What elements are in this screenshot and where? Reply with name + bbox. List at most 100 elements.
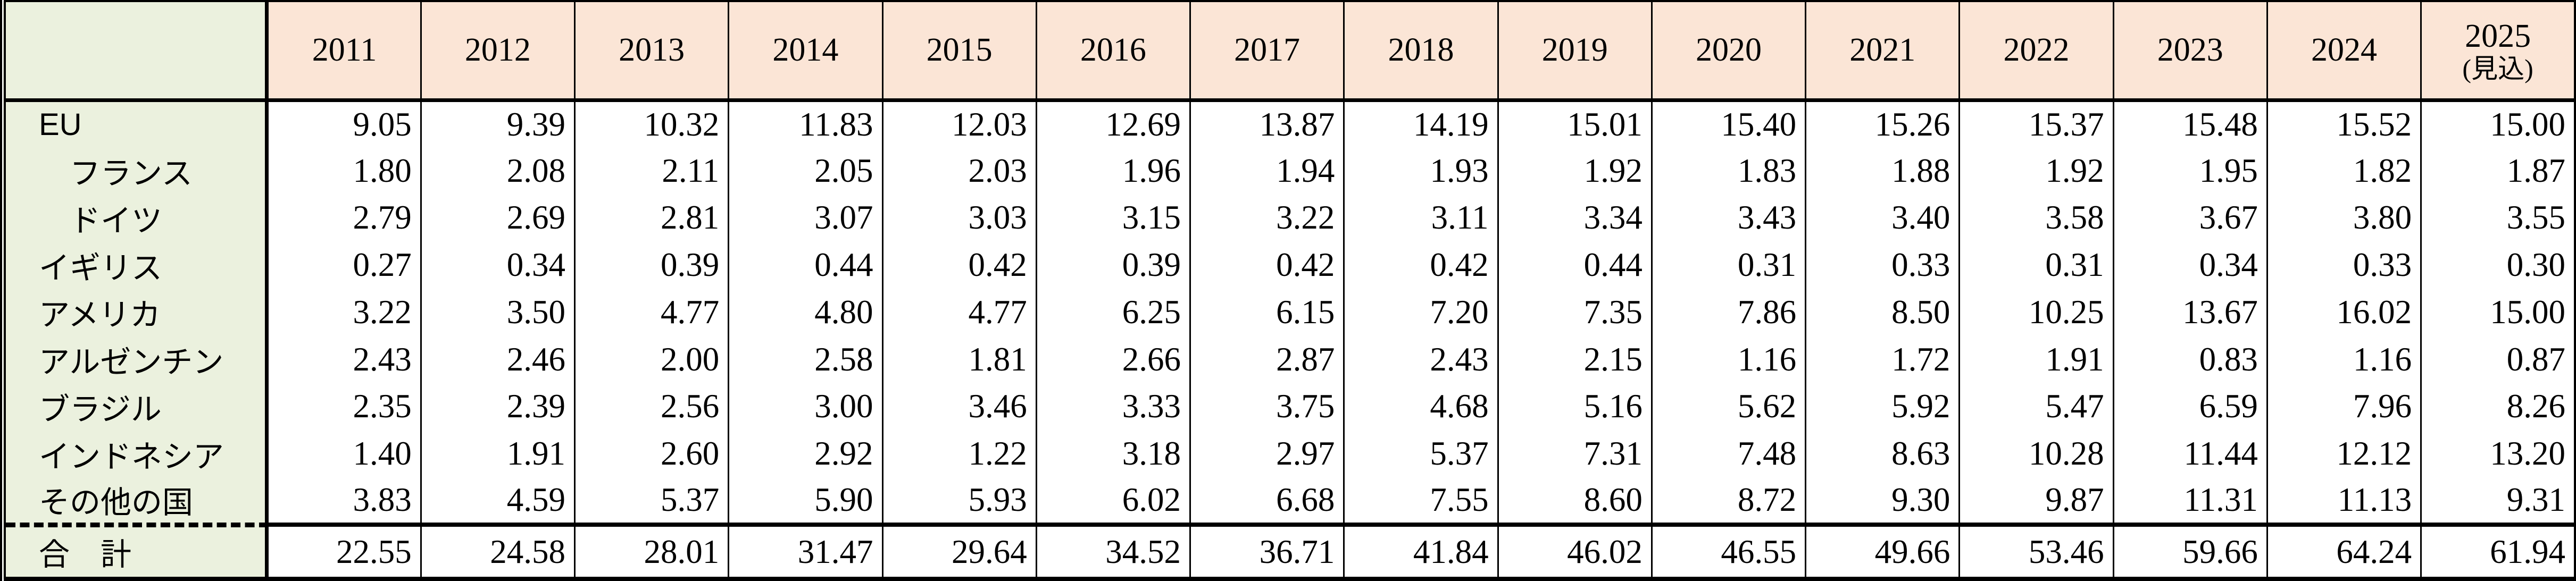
table-row: フランス 1.80 2.08 2.11 2.05 2.03 1.96 1.94 … [3,147,2575,195]
value-cell-2022: 1.91 [1958,335,2114,383]
value-cell-2022: 10.25 [1958,288,2114,336]
corner-cell [3,1,269,102]
value-cell-2017: 0.42 [1189,241,1344,289]
value-cell-2024: 15.52 [2266,100,2421,147]
total-cell-2024: 64.24 [2266,523,2421,579]
value-cell-2025: 3.55 [2420,194,2575,242]
value-cell-2012: 9.39 [420,100,575,147]
year-header-2018: 2018 [1343,1,1498,102]
value-cell-2019: 5.16 [1497,383,1652,431]
year-header-2013: 2013 [573,1,729,102]
value-cell-2019: 7.35 [1497,288,1652,336]
value-cell-2025: 15.00 [2420,100,2575,147]
value-cell-2021: 5.92 [1805,383,1960,431]
year-header-2019: 2019 [1497,1,1652,102]
value-cell-2018: 5.37 [1343,430,1498,477]
value-cell-2011: 1.40 [266,430,421,477]
year-header-2015: 2015 [881,1,1037,102]
forecast-note-label: (見込) [2462,54,2533,84]
row-label: アメリカ [3,288,269,336]
value-cell-2013: 2.60 [573,430,729,477]
table-header: 2011 2012 2013 2014 2015 2016 2017 2018 … [3,1,2575,102]
value-cell-2025: 8.26 [2420,383,2575,431]
value-cell-2022: 1.92 [1958,147,2114,195]
value-cell-2012: 3.50 [420,288,575,336]
total-cell-2012: 24.58 [420,523,575,579]
total-row-label: 合 計 [3,522,269,579]
value-cell-2023: 13.67 [2112,288,2267,336]
value-cell-2014: 2.58 [728,335,883,383]
value-cell-2015: 1.81 [881,335,1037,383]
value-cell-2020: 7.86 [1650,288,1806,336]
year-header-2017: 2017 [1189,1,1344,102]
value-cell-2019: 3.34 [1497,194,1652,242]
total-cell-2023: 59.66 [2112,523,2267,579]
value-cell-2018: 1.93 [1343,147,1498,195]
value-cell-2013: 5.37 [573,477,729,525]
value-cell-2018: 4.68 [1343,383,1498,431]
value-cell-2017: 3.75 [1189,383,1344,431]
value-cell-2016: 2.66 [1035,335,1190,383]
year-header-2024: 2024 [2266,1,2421,102]
total-cell-2018: 41.84 [1343,523,1498,579]
value-cell-2022: 3.58 [1958,194,2114,242]
value-cell-2016: 0.39 [1035,241,1190,289]
value-cell-2016: 3.33 [1035,383,1190,431]
value-cell-2013: 2.00 [573,335,729,383]
value-cell-2024: 16.02 [2266,288,2421,336]
value-cell-2020: 3.43 [1650,194,1806,242]
year-header-2021: 2021 [1805,1,1960,102]
value-cell-2020: 1.83 [1650,147,1806,195]
value-cell-2025: 0.30 [2420,241,2575,289]
value-cell-2015: 3.46 [881,383,1037,431]
value-cell-2022: 15.37 [1958,100,2114,147]
value-cell-2011: 2.43 [266,335,421,383]
value-cell-2021: 0.33 [1805,241,1960,289]
value-cell-2024: 11.13 [2266,477,2421,525]
total-cell-2014: 31.47 [728,523,883,579]
value-cell-2018: 3.11 [1343,194,1498,242]
value-cell-2016: 6.25 [1035,288,1190,336]
value-cell-2019: 1.92 [1497,147,1652,195]
value-cell-2018: 2.43 [1343,335,1498,383]
value-cell-2018: 14.19 [1343,100,1498,147]
value-cell-2024: 12.12 [2266,430,2421,477]
table-row: アメリカ 3.22 3.50 4.77 4.80 4.77 6.25 6.15 … [3,288,2575,336]
total-cell-2015: 29.64 [881,523,1037,579]
value-cell-2013: 10.32 [573,100,729,147]
year-header-2012: 2012 [420,1,575,102]
value-cell-2023: 3.67 [2112,194,2267,242]
value-cell-2021: 1.72 [1805,335,1960,383]
year-header-2023: 2023 [2112,1,2267,102]
value-cell-2017: 6.15 [1189,288,1344,336]
table-row: インドネシア 1.40 1.91 2.60 2.92 1.22 3.18 2.9… [3,430,2575,477]
value-cell-2024: 7.96 [2266,383,2421,431]
value-cell-2019: 0.44 [1497,241,1652,289]
value-cell-2017: 2.97 [1189,430,1344,477]
value-cell-2018: 7.20 [1343,288,1498,336]
value-cell-2012: 2.69 [420,194,575,242]
total-body: 合 計 22.55 24.58 28.01 31.47 29.64 34.52 … [3,522,2575,579]
row-label: アルゼンチン [3,335,269,383]
value-cell-2012: 0.34 [420,241,575,289]
value-cell-2015: 5.93 [881,477,1037,525]
year-header-2025-forecast: 2025 (見込) [2420,1,2575,102]
value-cell-2025: 1.87 [2420,147,2575,195]
year-header-2016: 2016 [1035,1,1190,102]
value-cell-2011: 3.83 [266,477,421,525]
row-label: EU [3,100,269,147]
value-cell-2020: 0.31 [1650,241,1806,289]
row-label: イギリス [3,241,269,289]
total-cell-2019: 46.02 [1497,523,1652,579]
year-header-2022: 2022 [1958,1,2114,102]
total-cell-2025: 61.94 [2420,523,2575,579]
table-row: EU 9.05 9.39 10.32 11.83 12.03 12.69 13.… [3,100,2575,147]
table-row: イギリス 0.27 0.34 0.39 0.44 0.42 0.39 0.42 … [3,241,2575,289]
value-cell-2011: 0.27 [266,241,421,289]
value-cell-2020: 15.40 [1650,100,1806,147]
value-cell-2017: 6.68 [1189,477,1344,525]
value-cell-2025: 9.31 [2420,477,2575,525]
value-cell-2020: 8.72 [1650,477,1806,525]
value-cell-2023: 15.48 [2112,100,2267,147]
